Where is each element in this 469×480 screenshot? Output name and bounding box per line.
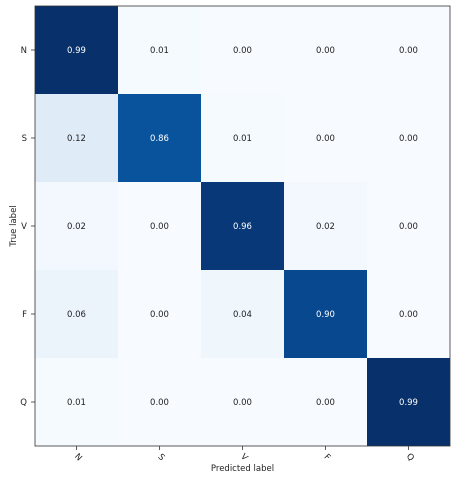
heatmap-cell-value: 0.00 [316, 134, 335, 144]
y-axis-label: True label [9, 205, 19, 247]
heatmap-cell-value: 0.01 [233, 134, 252, 144]
heatmap-cell-value: 0.12 [67, 134, 86, 144]
heatmap-cell [367, 270, 450, 358]
heatmap-cell-value: 0.99 [67, 46, 86, 56]
heatmap-cell-value: 0.00 [399, 310, 418, 320]
heatmap-cell [284, 358, 367, 446]
heatmap-cell [367, 94, 450, 182]
heatmap-cell-value: 0.99 [399, 398, 418, 408]
heatmap-cell [367, 6, 450, 94]
heatmap-cell-value: 0.86 [150, 134, 169, 144]
x-tick-label: Q [404, 452, 416, 464]
heatmap-cell [118, 270, 201, 358]
heatmap-cell [35, 182, 118, 270]
heatmap-cell-value: 0.00 [316, 398, 335, 408]
heatmap-cell-value: 0.90 [316, 310, 335, 320]
heatmap-cell-value: 0.00 [399, 222, 418, 232]
y-tick-label: S [22, 134, 27, 144]
heatmap-cell [201, 94, 284, 182]
heatmap-cell-value: 0.02 [316, 222, 335, 232]
y-tick-label: N [21, 46, 27, 56]
heatmap-cell-value: 0.00 [233, 46, 252, 56]
heatmap-cell [118, 182, 201, 270]
heatmap-cell [284, 270, 367, 358]
x-axis-label: Predicted label [211, 464, 274, 474]
heatmap-cell-value: 0.00 [233, 398, 252, 408]
heatmap-cell-value: 0.96 [233, 222, 252, 232]
x-tick-label: V [238, 452, 249, 463]
heatmap-cell [35, 6, 118, 94]
heatmap-cell [118, 358, 201, 446]
heatmap-cell [201, 182, 284, 270]
x-tick-label: S [155, 452, 166, 463]
heatmap-cell [367, 182, 450, 270]
heatmap-cells [35, 6, 450, 446]
heatmap-cell-value: 0.00 [316, 46, 335, 56]
heatmap-cell [284, 94, 367, 182]
heatmap-cell [201, 358, 284, 446]
y-tick-label: F [22, 310, 27, 320]
x-tick-label: F [322, 452, 333, 463]
heatmap-cell-value: 0.00 [399, 46, 418, 56]
heatmap-cell [284, 182, 367, 270]
heatmap-cell-value: 0.00 [150, 398, 169, 408]
heatmap-cell-labels: 0.99 0.01 0.00 0.00 0.00 0.12 0.86 0.01 0.00 0.00… [67, 46, 418, 408]
heatmap-cell-value: 0.00 [399, 134, 418, 144]
heatmap-cell-value: 0.04 [233, 310, 252, 320]
heatmap-cell-value: 0.01 [67, 398, 86, 408]
heatmap-cell [367, 358, 450, 446]
heatmap-cell-value: 0.06 [67, 310, 86, 320]
heatmap-cell [35, 358, 118, 446]
heatmap-cell-value: 0.01 [150, 46, 169, 56]
y-axis-ticks: N S V F Q [20, 46, 35, 408]
heatmap-cell-value: 0.00 [150, 222, 169, 232]
y-tick-label: Q [20, 398, 27, 408]
heatmap-cell-value: 0.00 [150, 310, 169, 320]
heatmap-cell [118, 94, 201, 182]
y-tick-label: V [21, 222, 27, 232]
heatmap-cell [284, 6, 367, 94]
heatmap-cell [201, 270, 284, 358]
heatmap-cell [35, 94, 118, 182]
x-tick-label: N [72, 452, 84, 464]
heatmap-cell-value: 0.02 [67, 222, 86, 232]
heatmap-cell [118, 6, 201, 94]
heatmap-cell [201, 6, 284, 94]
heatmap-cell [35, 270, 118, 358]
